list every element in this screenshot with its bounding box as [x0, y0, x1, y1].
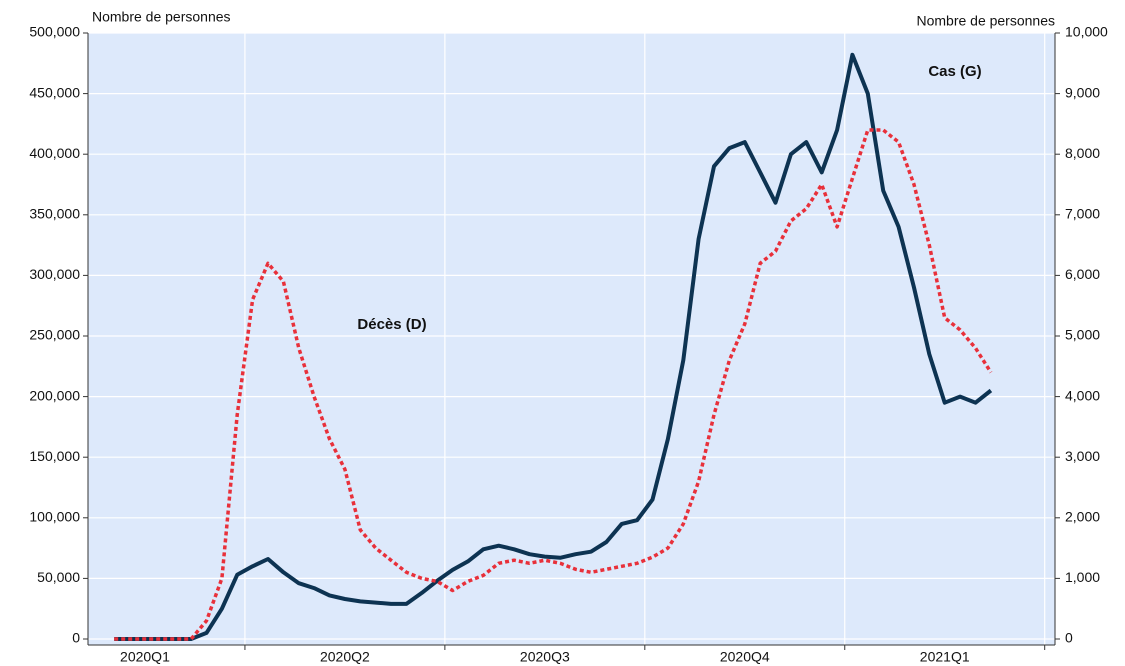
y2-tick-label: 4,000 — [1065, 387, 1100, 403]
y2-tick-label: 3,000 — [1065, 448, 1100, 464]
y-tick-label: 200,000 — [29, 387, 80, 403]
y2-tick-label: 5,000 — [1065, 327, 1100, 343]
y-tick-label: 0 — [72, 630, 80, 646]
x-tick-label: 2021Q1 — [920, 649, 970, 665]
y-tick-label: 300,000 — [29, 266, 80, 282]
y-tick-label: 350,000 — [29, 206, 80, 222]
left-axis-label: Nombre de personnes — [92, 9, 231, 25]
y-tick-label: 500,000 — [29, 24, 80, 40]
y-tick-label: 50,000 — [37, 569, 80, 585]
y2-tick-label: 7,000 — [1065, 206, 1100, 222]
y2-tick-label: 8,000 — [1065, 145, 1100, 161]
series-annotation: Cas (G) — [928, 63, 981, 80]
right-axis-label: Nombre de personnes — [916, 13, 1055, 29]
series-line — [114, 52, 993, 641]
y2-tick-label: 0 — [1065, 630, 1073, 646]
x-tick-label: 2020Q3 — [520, 649, 570, 665]
series-annotation: Décès (D) — [357, 316, 426, 333]
y2-tick-label: 10,000 — [1065, 24, 1108, 40]
y-tick-label: 450,000 — [29, 84, 80, 100]
y-tick-label: 250,000 — [29, 327, 80, 343]
x-tick-label: 2020Q2 — [320, 649, 370, 665]
y2-tick-label: 1,000 — [1065, 569, 1100, 585]
y2-tick-label: 2,000 — [1065, 509, 1100, 525]
plot-area — [88, 33, 1055, 645]
y2-tick-label: 6,000 — [1065, 266, 1100, 282]
x-tick-label: 2020Q1 — [120, 649, 170, 665]
y-tick-label: 100,000 — [29, 509, 80, 525]
y-tick-label: 400,000 — [29, 145, 80, 161]
y2-tick-label: 9,000 — [1065, 84, 1100, 100]
y-tick-label: 150,000 — [29, 448, 80, 464]
x-tick-label: 2020Q4 — [720, 649, 770, 665]
